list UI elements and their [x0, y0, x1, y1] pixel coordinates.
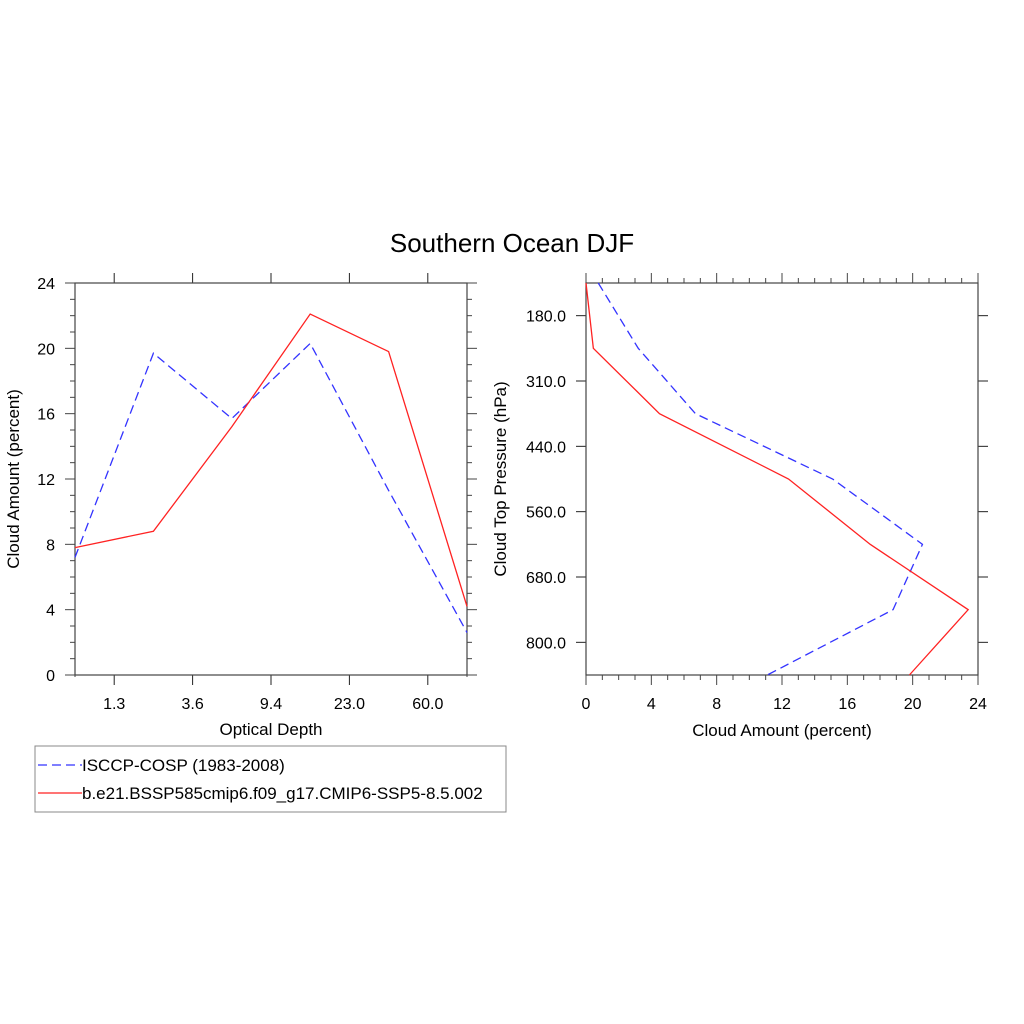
chart-title: Southern Ocean DJF	[390, 228, 634, 258]
left-ytick-label: 16	[37, 407, 55, 424]
left-xtick-label: 3.6	[181, 696, 203, 713]
right-panel-pressure: Cloud Amount (percent) Cloud Top Pressur…	[491, 273, 988, 740]
right-xlabel: Cloud Amount (percent)	[692, 721, 872, 740]
legend-box	[34, 745, 507, 813]
left-series-obs-line	[74, 342, 468, 633]
left-ytick-label: 24	[37, 276, 55, 293]
right-ylabel: Cloud Top Pressure (hPa)	[491, 381, 510, 576]
left-xtick-label: 1.3	[103, 696, 125, 713]
right-xtick-label: 4	[647, 696, 656, 713]
left-ytick-label: 4	[46, 603, 55, 620]
left-ytick-label: 8	[46, 537, 55, 554]
right-ytick-label: 800.0	[526, 635, 566, 652]
right-xtick-label: 24	[969, 696, 987, 713]
left-panel-optical-depth: Optical Depth Cloud Amount (percent) 0 4 8…	[4, 273, 477, 739]
left-series-model-line	[74, 313, 468, 607]
right-ytick-label: 680.0	[526, 570, 566, 587]
legend-label-model: b.e21.BSSP585cmip6.f09_g17.CMIP6-SSP5-8.…	[82, 784, 483, 803]
left-ytick-label: 0	[46, 668, 55, 685]
right-ytick-label: 310.0	[526, 374, 566, 391]
left-xlabel: Optical Depth	[220, 720, 323, 739]
left-ytick-label: 20	[37, 341, 55, 358]
right-xtick-label: 16	[838, 696, 856, 713]
legend: ISCCP-COSP (1983-2008) b.e21.BSSP585cmip…	[34, 745, 507, 813]
left-xtick-label: 60.0	[412, 696, 443, 713]
left-xtick-label: 9.4	[260, 696, 282, 713]
right-series-obs-line	[597, 282, 924, 676]
right-ytick-label: 440.0	[526, 439, 566, 456]
right-plot-frame	[585, 282, 979, 676]
right-xtick-label: 0	[582, 696, 591, 713]
left-xtick-label: 23.0	[334, 696, 365, 713]
legend-label-obs: ISCCP-COSP (1983-2008)	[82, 756, 285, 775]
right-ytick-label: 180.0	[526, 309, 566, 326]
right-xtick-label: 8	[712, 696, 721, 713]
left-ytick-label: 12	[37, 472, 55, 489]
left-ylabel: Cloud Amount (percent)	[4, 389, 23, 569]
left-plot-frame	[74, 282, 468, 676]
right-xtick-label: 20	[904, 696, 922, 713]
right-ytick-label: 560.0	[526, 505, 566, 522]
right-series-model-line	[585, 282, 970, 676]
right-xtick-label: 12	[773, 696, 791, 713]
